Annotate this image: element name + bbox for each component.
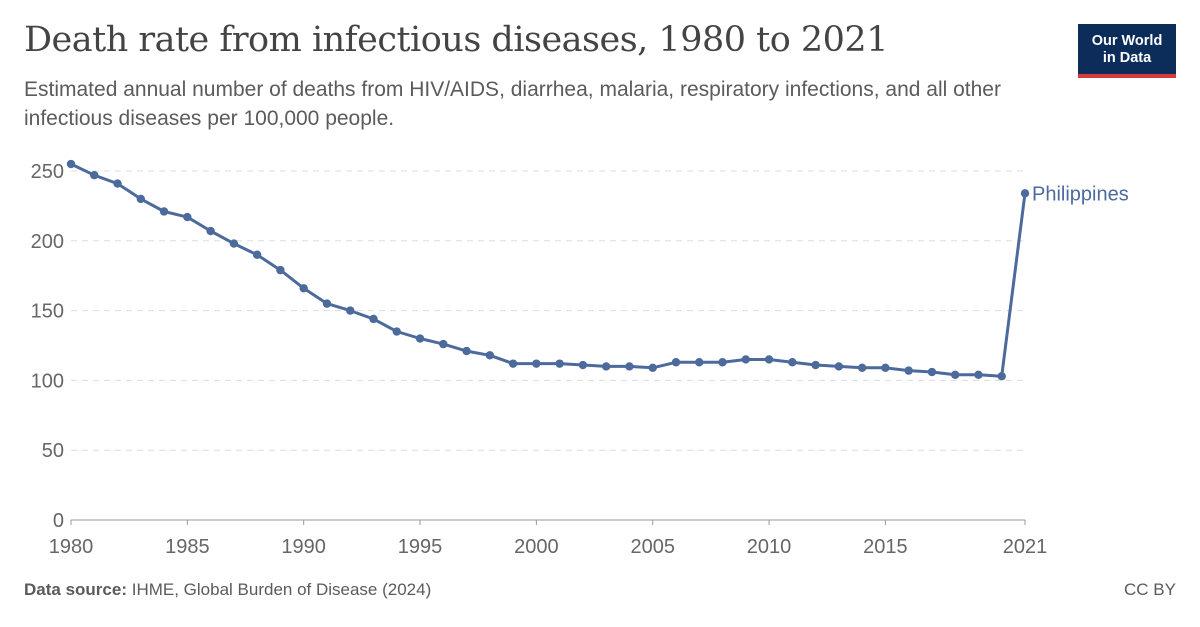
data-point[interactable]: [788, 358, 797, 367]
x-tick-label: 2010: [747, 536, 792, 558]
series-line-philippines[interactable]: [69, 162, 1027, 378]
data-point[interactable]: [927, 367, 937, 377]
data-point[interactable]: [648, 363, 657, 373]
data-point[interactable]: [299, 284, 308, 293]
data-point[interactable]: [671, 358, 681, 367]
data-point[interactable]: [392, 327, 401, 336]
x-axis: 1980 1985 1990 1995 2000 2005 2010 2015 2021: [49, 519, 1048, 558]
license-link[interactable]: CC BY: [1124, 580, 1176, 599]
x-tick-label: 2021: [1003, 536, 1048, 558]
data-point[interactable]: [252, 250, 262, 259]
data-point[interactable]: [718, 358, 727, 367]
data-point[interactable]: [508, 359, 518, 368]
data-point[interactable]: [881, 363, 890, 373]
data-point[interactable]: [415, 334, 425, 343]
y-tick-label: 250: [31, 161, 64, 183]
data-point[interactable]: [764, 355, 774, 364]
data-point[interactable]: [90, 170, 99, 180]
x-tick-label: 1995: [398, 536, 443, 558]
data-point[interactable]: [811, 360, 820, 370]
x-tick-label: 2015: [863, 536, 908, 558]
data-point[interactable]: [532, 359, 541, 368]
series-label-philippines[interactable]: Philippines: [1032, 183, 1129, 205]
data-source-label: Data source:: [24, 580, 127, 599]
data-point[interactable]: [462, 346, 471, 356]
logo-line-1: Our World: [1091, 33, 1163, 49]
data-point[interactable]: [834, 362, 844, 371]
logo-line-2: in Data: [1102, 50, 1152, 66]
x-tick-label: 1990: [281, 536, 326, 558]
data-point[interactable]: [369, 314, 378, 324]
data-point[interactable]: [857, 363, 867, 373]
data-point[interactable]: [439, 339, 448, 349]
owid-logo[interactable]: Our World in Data: [1078, 24, 1176, 78]
data-point[interactable]: [904, 366, 913, 375]
data-point[interactable]: [229, 239, 239, 248]
x-tick-label: 1985: [165, 536, 210, 558]
data-point[interactable]: [206, 226, 215, 236]
data-point[interactable]: [66, 159, 76, 169]
data-point[interactable]: [997, 372, 1006, 381]
data-point[interactable]: [601, 362, 611, 371]
data-point[interactable]: [159, 207, 169, 216]
x-tick-label: 2000: [514, 536, 559, 558]
data-point[interactable]: [346, 306, 355, 315]
data-point[interactable]: [322, 299, 332, 308]
data-point[interactable]: [136, 194, 146, 204]
data-point[interactable]: [183, 212, 192, 222]
data-source-text[interactable]: IHME, Global Burden of Disease (2024): [131, 580, 432, 599]
data-point[interactable]: [113, 179, 122, 188]
x-tick-label: 1980: [49, 536, 94, 558]
chart-title: Death rate from infectious diseases, 198…: [24, 20, 888, 60]
grid-lines: [71, 170, 1025, 451]
y-tick-label: 150: [31, 301, 64, 323]
data-point[interactable]: [276, 265, 285, 275]
chart-subtitle: Estimated annual number of deaths from H…: [24, 78, 1001, 130]
data-point[interactable]: [578, 360, 588, 370]
data-point[interactable]: [974, 370, 983, 380]
data-point[interactable]: [1020, 189, 1030, 198]
y-tick-label: 100: [31, 370, 64, 392]
data-point[interactable]: [950, 370, 960, 380]
y-tick-label: 50: [42, 440, 64, 462]
data-point[interactable]: [555, 359, 564, 368]
data-source: Data source: IHME, Global Burden of Dise…: [24, 580, 431, 600]
y-tick-label: 0: [53, 510, 64, 532]
data-point[interactable]: [625, 362, 634, 371]
x-tick-label: 2005: [630, 536, 675, 558]
series-layer: Philippines: [66, 159, 1129, 381]
data-point[interactable]: [695, 358, 704, 367]
data-point[interactable]: [485, 351, 495, 360]
data-point[interactable]: [741, 355, 750, 364]
y-axis-ticks: 0 50 100 150 200 250: [31, 161, 64, 532]
y-tick-label: 200: [31, 231, 64, 253]
